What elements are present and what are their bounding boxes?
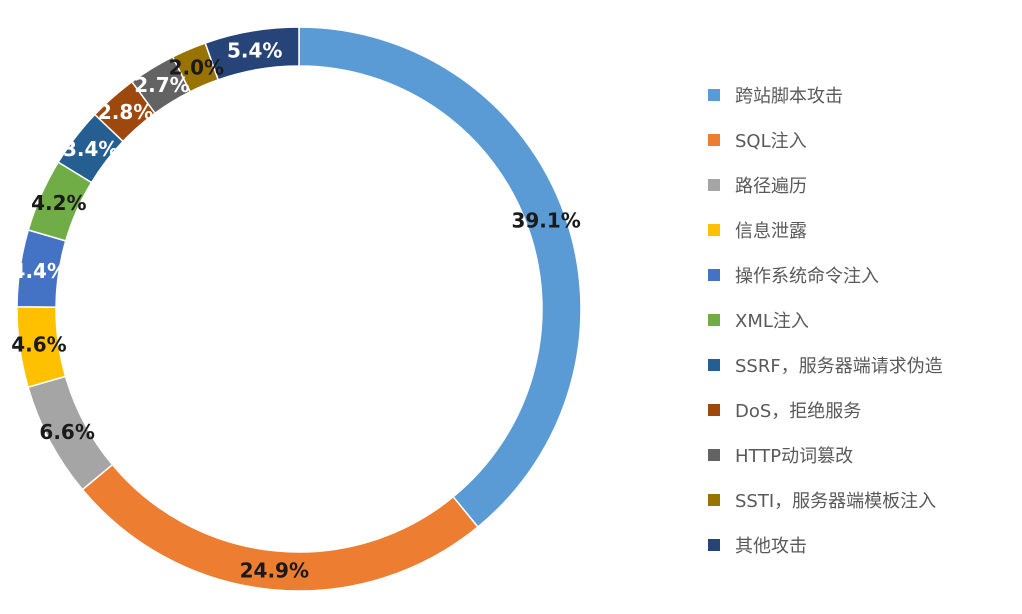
legend-swatch — [708, 133, 720, 146]
data-label-5: 4.4% — [12, 259, 67, 283]
legend-label: XML注入 — [735, 310, 809, 332]
slice-1 — [298, 26, 582, 529]
data-label-10: 2.0% — [169, 55, 224, 79]
data-labels-group: 39.1% 24.9% 6.6% 4.6% 4.4% 4.2% 3.4% 2.8% 2.7%2.… — [11, 38, 581, 582]
legend-swatch — [708, 268, 720, 281]
data-label-2: 24.9% — [240, 558, 309, 582]
data-label-9: 2.7% — [134, 73, 189, 97]
slices-group — [16, 26, 582, 592]
legend-item-3: 路径遍历 — [708, 162, 943, 207]
legend-item-4: 信息泄露 — [708, 207, 943, 252]
legend-item-10: SSTI，服务器端模板注入 — [708, 477, 943, 522]
legend-label: DoS，拒绝服务 — [735, 400, 862, 422]
data-label-6: 4.2% — [31, 191, 86, 215]
data-label-4: 4.6% — [11, 333, 66, 357]
data-label-1: 39.1% — [511, 209, 580, 233]
data-label-8: 2.8% — [98, 100, 153, 124]
legend-item-6: XML注入 — [708, 297, 943, 342]
legend-item-8: DoS，拒绝服务 — [708, 387, 943, 432]
legend-item-5: 操作系统命令注入 — [708, 252, 943, 297]
legend-item-2: SQL注入 — [708, 117, 943, 162]
legend-swatch — [708, 88, 720, 101]
legend-swatch — [708, 538, 720, 551]
legend-label: 其他攻击 — [735, 535, 807, 557]
legend-item-11: 其他攻击 — [708, 522, 943, 567]
legend-swatch — [708, 493, 720, 506]
data-label-7: 3.4% — [63, 137, 118, 161]
legend-item-1: 跨站脚本攻击 — [708, 72, 943, 117]
legend-swatch — [708, 178, 720, 191]
legend-label: 跨站脚本攻击 — [735, 85, 843, 107]
data-label-11: 5.4% — [227, 38, 282, 62]
legend-label: 信息泄露 — [735, 220, 807, 242]
legend-label: HTTP动词篡改 — [735, 445, 854, 467]
legend-label: SQL注入 — [735, 130, 807, 152]
legend-swatch — [708, 313, 720, 326]
data-label-3: 6.6% — [39, 420, 94, 444]
legend-swatch — [708, 358, 720, 371]
doughnut-chart: 39.1% 24.9% 6.6% 4.6% 4.4% 4.2% 3.4% 2.8% 2.7%2.… — [11, 26, 582, 592]
legend-label: SSTI，服务器端模板注入 — [735, 490, 937, 512]
legend-label: 操作系统命令注入 — [735, 265, 879, 287]
slice-11 — [204, 26, 300, 81]
legend-item-7: SSRF，服务器端请求伪造 — [708, 342, 943, 387]
legend-label: SSRF，服务器端请求伪造 — [735, 355, 943, 377]
legend: 跨站脚本攻击 SQL注入路径遍历信息泄露操作系统命令注入 XML注入 SSRF，服务器… — [708, 72, 943, 567]
legend-swatch — [708, 403, 720, 416]
legend-swatch — [708, 448, 720, 461]
legend-swatch — [708, 223, 720, 236]
legend-label: 路径遍历 — [735, 175, 807, 197]
legend-item-9: HTTP动词篡改 — [708, 432, 943, 477]
